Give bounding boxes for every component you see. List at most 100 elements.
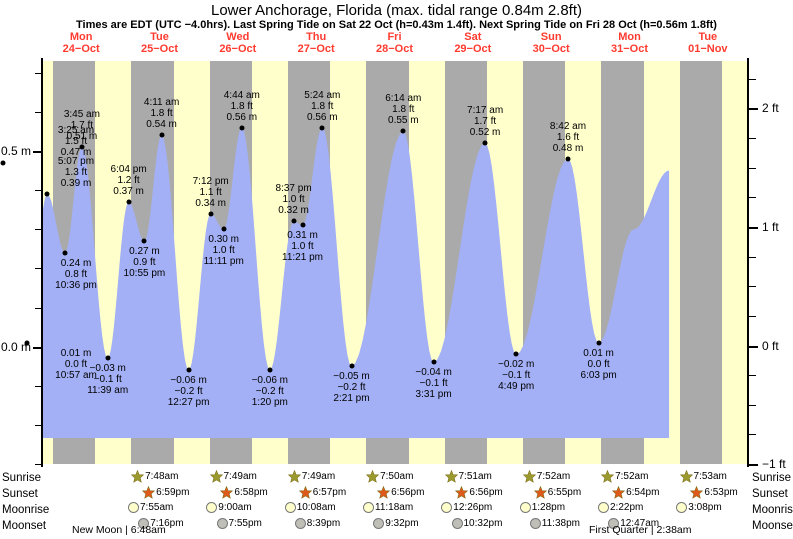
y-axis-left-label-0: 0.5 m [0,144,31,158]
tide-label-line: 0.56 m [226,111,258,123]
sunset-event-1: 6:59pm [141,485,190,499]
moonrise-disc-icon [284,502,296,513]
tide-label-line: −0.05 m [333,371,370,383]
moonrise-time: 9:00am [218,502,252,513]
tide-label-line: 11:39 am [87,385,129,397]
tide-label-line: 0.55 m [388,115,419,127]
moonrise-disc-icon [206,502,218,513]
tide-label-line: 0.32 m [278,205,309,217]
day-date: 29−Oct [454,43,492,55]
y-tick-left [35,385,42,387]
tide-label-line: 0.9 ft [133,257,156,268]
y-axis-right-label-3: −1 ft [762,457,786,471]
tide-label-line: 1.8 ft [311,100,334,112]
sunrise-event-2: 7:49am [209,469,257,483]
day-header-7: Mon 31−Oct [590,31,668,55]
day-header-6: Sun 30−Oct [512,31,590,55]
moonset-time: 10:32pm [463,518,503,529]
sunrise-time: 7:53am [693,471,727,482]
tide-label-line: −0.02 m [497,359,535,371]
tide-label-line: 6:03 pm [580,369,617,381]
day-weekday: Tue [698,31,718,43]
tide-label-line: 0.27 m [129,246,160,257]
day-date: 28−Oct [375,43,413,55]
high-tide-label: 5:24 am 1.8 ft 0.56 m [304,90,340,123]
moonrise-event-8: 3:08pm [676,502,722,513]
sunset-event-3: 6:57pm [298,485,346,499]
y-tick-left [35,307,42,309]
sunset-star-icon [141,485,156,499]
low-tide-dot [596,340,602,346]
tide-label-line: 0.01 m [60,347,92,359]
moonset-event-1: 7:16pm [138,518,184,529]
sunrise-event-3: 7:49am [287,469,335,483]
moonset-disc-icon [608,518,620,529]
y-tick-left [33,151,42,153]
moonrise-time: 12:26pm [453,502,493,513]
sunset-time: 6:59pm [156,487,190,498]
sunrise-time: 7:51am [458,471,492,482]
day-date: 27−Oct [297,43,335,55]
y-tick-left [35,464,42,465]
high-tide-dot [79,144,85,150]
moonrise-row-label-left: Moonrise [2,504,50,516]
tide-label-line: −0.06 m [251,375,289,387]
sunset-time: 6:54pm [626,487,660,498]
moonrise-time: 11:18am [375,502,414,513]
y-tick-right [749,256,756,258]
tide-label-line: −0.2 ft [174,386,203,398]
sunrise-row-label-left: Sunrise [2,472,41,484]
moonrise-event-2: 9:00am [206,502,252,513]
tide-label-line: 0.51 m [66,131,98,143]
sunset-time: 6:55pm [547,487,582,498]
high-tide-dot [239,125,245,130]
tide-label-line: 1.3 ft [64,167,88,178]
low-tide-label: −0.05 m −0.2 ft 2:21 pm [333,371,369,404]
low-tide-dot [300,222,305,228]
tide-label-line: 1.7 ft [473,116,497,128]
sunset-star-icon [376,485,391,499]
moonset-time: 7:16pm [150,518,184,529]
y-tick-left [35,72,42,74]
high-tide-label: 5:07 pm 1.3 ft 0.39 m [58,156,94,189]
sunrise-star-icon [522,469,536,483]
low-tide-label: 0.24 m 0.8 ft 10:36 pm [55,258,97,291]
tide-label-line: 0.47 m [60,146,92,158]
sunset-event-4: 6:56pm [376,485,425,499]
moon-phase-new-moon: New Moon | 6:48am [72,524,166,536]
low-tide-dot [431,359,437,365]
sunrise-star-icon [287,469,301,483]
low-tide-dot [105,355,111,361]
day-weekday: Fri [387,31,402,43]
y-axis-left-label-1: 0.0 m [0,339,31,354]
low-tide-label: 0.01 m 0.0 ft 6:03 pm [581,348,617,381]
low-tide-label: 0.31 m 1.0 ft 11:21 pm [282,230,323,263]
tide-label-line: 3:45 am [63,109,100,121]
high-tide-dot [565,156,571,162]
sunrise-star-icon [209,469,223,483]
high-tide-label: 7:12 pm 1.1 ft 0.34 m [193,176,229,209]
moonset-time: 9:32pm [385,518,419,529]
tide-label-line: 1.5 ft [64,135,88,147]
moonset-disc-icon [529,518,541,529]
sunset-time: 6:56pm [391,487,425,498]
tide-label-line: 0.24 m [60,257,92,269]
high-tide-dot [159,132,165,138]
y-tick-left [35,190,42,192]
y-axis-right-line [747,58,749,467]
low-tide-dot [267,367,273,373]
sunset-event-2: 6:58pm [220,485,268,499]
day-date: 30−Oct [532,43,570,55]
y-tick-right [749,78,756,80]
tide-label-line: 8:37 pm [275,183,312,195]
sunset-row-label-right: Sunset [752,488,788,500]
y-tick-right [749,404,756,406]
moonrise-time: 2:22pm [610,502,644,513]
low-tide-dot [221,226,227,232]
tide-label-line: −0.03 m [89,363,126,375]
moonset-disc-icon [138,518,150,529]
moonset-event-4: 9:32pm [373,518,419,529]
day-weekday: Sat [464,31,482,43]
low-tide-dot [62,250,68,256]
